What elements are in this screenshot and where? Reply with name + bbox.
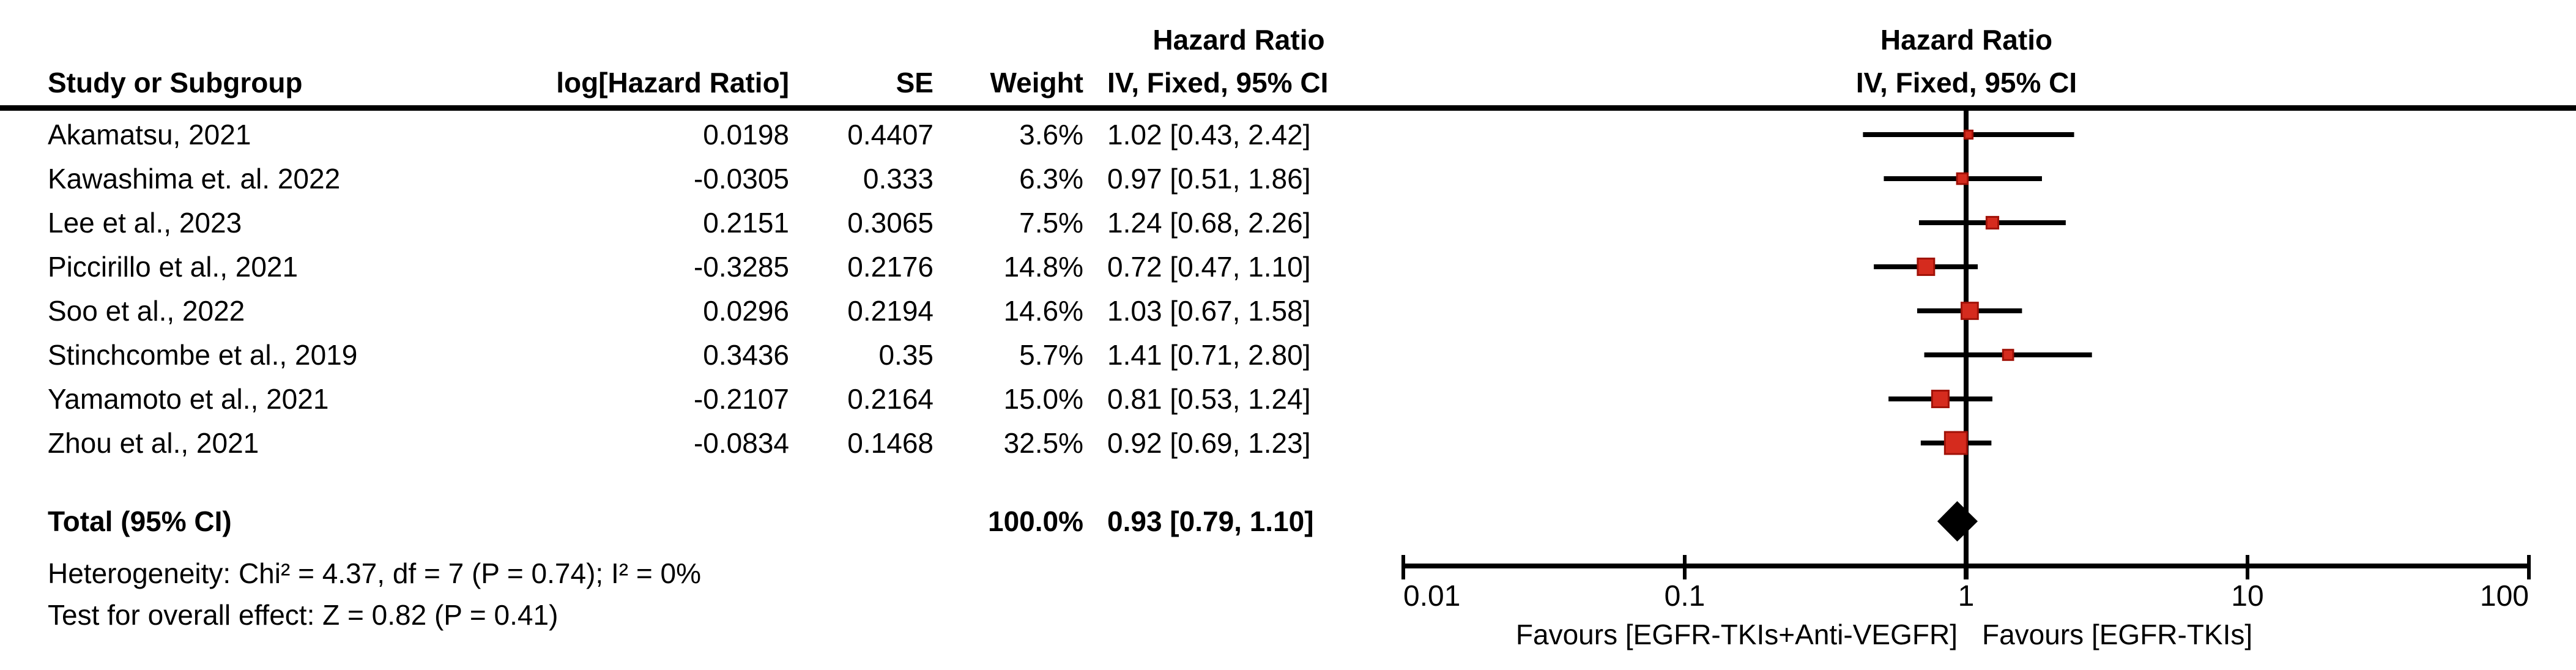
study-name: Lee et al., 2023 [48, 207, 242, 239]
effect-size-marker [1931, 389, 1950, 409]
ci-text: 1.24 [0.68, 2.26] [1107, 207, 1311, 239]
study-name: Akamatsu, 2021 [48, 119, 251, 151]
effect-size-marker [1917, 258, 1936, 276]
ci-text: 1.02 [0.43, 2.42] [1107, 119, 1311, 151]
weight-value: 14.6% [1003, 295, 1083, 327]
effect-size-marker [1985, 215, 2000, 230]
table-effect-header-line1: Hazard Ratio [1153, 24, 1325, 56]
ci-text: 0.97 [0.51, 1.86] [1107, 163, 1311, 195]
axis-tick-label: 10 [2231, 580, 2263, 612]
axis-tick-label: 100 [2480, 580, 2529, 612]
weight-value: 14.8% [1003, 251, 1083, 283]
column-header-ci: IV, Fixed, 95% CI [1107, 67, 1329, 99]
se-value: 0.3065 [847, 207, 934, 239]
study-name: Piccirillo et al., 2021 [48, 251, 299, 283]
weight-value: 15.0% [1003, 383, 1083, 415]
effect-size-marker [1956, 172, 1969, 185]
study-name: Yamamoto et al., 2021 [48, 383, 329, 415]
header-separator-line [0, 105, 2576, 111]
se-value: 0.2176 [847, 251, 934, 283]
weight-value: 32.5% [1003, 427, 1083, 459]
se-value: 0.35 [878, 339, 934, 371]
log-hr-value: 0.0296 [703, 295, 789, 327]
plot-effect-header-line2: IV, Fixed, 95% CI [1855, 67, 2077, 99]
log-hr-value: 0.3436 [703, 339, 789, 371]
effect-size-marker [2002, 349, 2014, 361]
weight-value: 6.3% [1019, 163, 1083, 195]
ci-text: 1.41 [0.71, 2.80] [1107, 339, 1311, 371]
study-name: Kawashima et. al. 2022 [48, 163, 341, 195]
weight-value: 7.5% [1019, 207, 1083, 239]
se-value: 0.4407 [847, 119, 934, 151]
se-value: 0.2164 [847, 383, 934, 415]
log-hr-value: 0.0198 [703, 119, 789, 151]
se-value: 0.2194 [847, 295, 934, 327]
overall-effect-test: Test for overall effect: Z = 0.82 (P = 0… [48, 599, 559, 631]
axis-tick-label: 1 [1958, 580, 1975, 612]
plot-effect-header-line1: Hazard Ratio [1880, 24, 2053, 56]
weight-value: 5.7% [1019, 339, 1083, 371]
heterogeneity-stats: Heterogeneity: Chi² = 4.37, df = 7 (P = … [48, 557, 701, 589]
summary-diamond [1937, 501, 1978, 542]
se-value: 0.1468 [847, 427, 934, 459]
log-hr-value: -0.3285 [693, 251, 789, 283]
log-hr-value: -0.2107 [693, 383, 789, 415]
study-name: Zhou et al., 2021 [48, 427, 259, 459]
favours-right-label: Favours [EGFR-TKIs] [1982, 619, 2253, 650]
ci-text: 1.03 [0.67, 1.58] [1107, 295, 1311, 327]
se-value: 0.333 [863, 163, 934, 195]
ci-text: 0.72 [0.47, 1.10] [1107, 251, 1311, 283]
ci-text: 0.92 [0.69, 1.23] [1107, 427, 1311, 459]
ci-text: 0.81 [0.53, 1.24] [1107, 383, 1311, 415]
effect-size-marker [1961, 302, 1979, 320]
log-hr-value: 0.2151 [703, 207, 789, 239]
log-hr-value: -0.0305 [693, 163, 789, 195]
favours-left-label: Favours [EGFR-TKIs+Anti-VEGFR] [1515, 619, 1958, 650]
axis-tick-label: 0.1 [1665, 580, 1706, 612]
column-header-log-hazard-ratio: log[Hazard Ratio] [556, 67, 789, 99]
effect-size-marker [1943, 431, 1968, 455]
column-header-se: SE [896, 67, 934, 99]
weight-value: 3.6% [1019, 119, 1083, 151]
column-header-study: Study or Subgroup [48, 67, 303, 99]
axis-tick-label: 0.01 [1403, 580, 1460, 612]
column-header-weight: Weight [990, 67, 1083, 99]
effect-size-marker [1963, 129, 1974, 140]
log-hr-value: -0.0834 [693, 427, 789, 459]
study-name: Soo et al., 2022 [48, 295, 245, 327]
total-label: Total (95% CI) [48, 505, 232, 537]
total-weight: 100.0% [987, 505, 1083, 537]
total-ci-text: 0.93 [0.79, 1.10] [1107, 505, 1314, 537]
study-name: Stinchcombe et al., 2019 [48, 339, 358, 371]
